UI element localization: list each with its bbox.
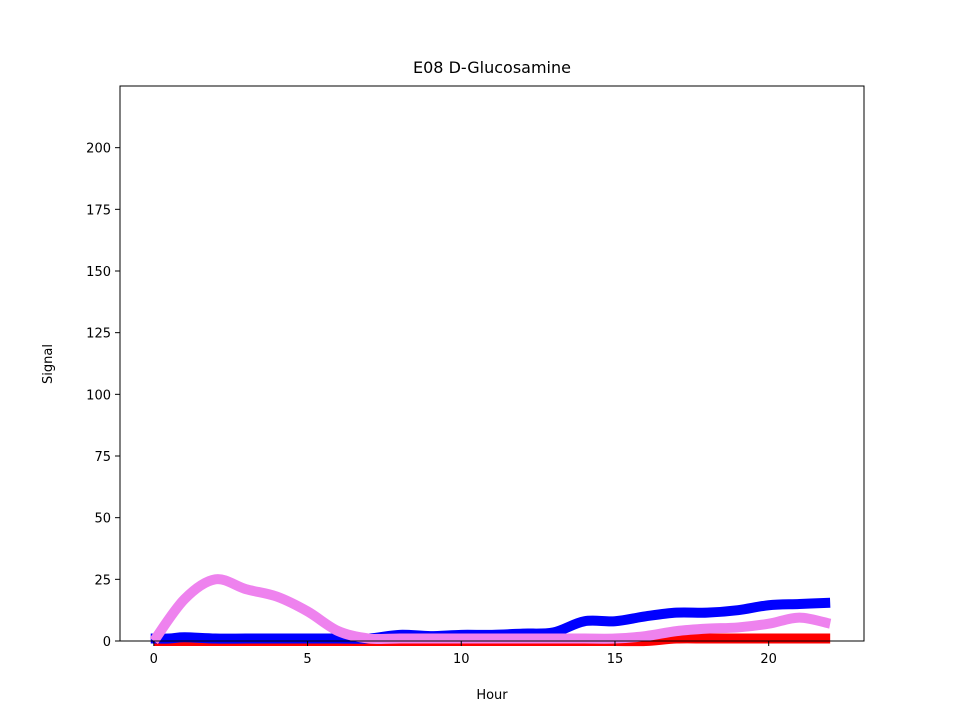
- x-tick-label: 5: [303, 652, 311, 667]
- chart-title: E08 D-Glucosamine: [413, 58, 571, 77]
- y-tick-label: 25: [94, 573, 111, 588]
- y-tick-label: 200: [86, 142, 111, 157]
- x-tick-label: 10: [453, 652, 470, 667]
- plot-area-frame: [119, 85, 865, 642]
- x-tick-label: 0: [150, 652, 158, 667]
- y-axis: 0 25 50 75 100 125 150 175 200: [86, 142, 120, 650]
- x-axis: 0 5 10 15 20: [150, 641, 777, 667]
- series-line-2: [150, 597, 831, 644]
- x-tick-label: 20: [760, 652, 777, 667]
- y-tick-label: 100: [86, 388, 111, 403]
- y-tick-label: 0: [103, 635, 111, 650]
- x-axis-label: Hour: [476, 688, 508, 703]
- y-tick-label: 75: [94, 450, 111, 465]
- y-tick-label: 150: [86, 265, 111, 280]
- y-tick-label: 125: [86, 327, 111, 342]
- x-tick-label: 15: [607, 652, 624, 667]
- series-layer: [149, 574, 832, 647]
- y-axis-label: Signal: [41, 344, 56, 384]
- y-tick-label: 175: [86, 203, 111, 218]
- series-line-3: [149, 574, 832, 645]
- y-tick-label: 50: [94, 512, 111, 527]
